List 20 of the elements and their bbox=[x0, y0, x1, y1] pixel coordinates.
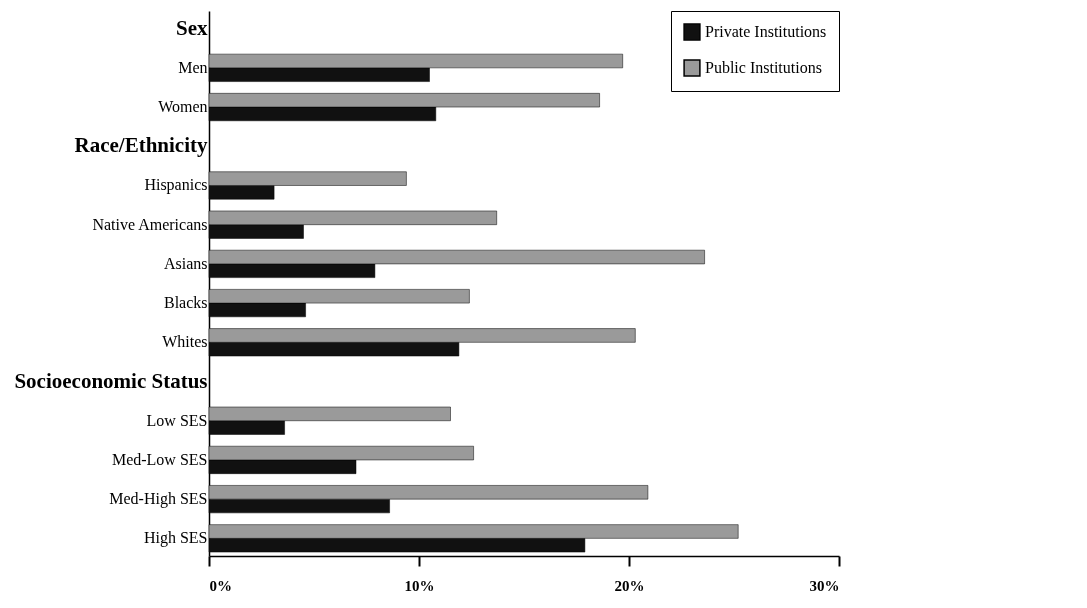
y-tick-label: Med-High SES bbox=[109, 490, 208, 509]
y-tick-label: Sex bbox=[176, 15, 208, 40]
y-tick-label: Asians bbox=[163, 254, 208, 272]
y-tick-label: Race/Ethnicity bbox=[74, 133, 208, 158]
y-tick-label: Women bbox=[158, 98, 208, 116]
y-tick-label: High SES bbox=[143, 529, 208, 548]
y-tick-label: Hispanics bbox=[144, 176, 208, 195]
y-tick-label: Men bbox=[178, 58, 208, 76]
y-tick-label: Whites bbox=[162, 333, 208, 351]
y-tick-label: Med-Low SES bbox=[111, 450, 208, 468]
y-tick-label: Socioeconomic Status bbox=[14, 368, 208, 393]
y-tick-label: Native Americans bbox=[92, 215, 208, 233]
y-tick-label: Low SES bbox=[146, 411, 208, 429]
x-tick-label: 30% bbox=[809, 577, 840, 594]
x-tick-label: 0% bbox=[209, 577, 232, 594]
legend-label: Public Institutions bbox=[705, 59, 822, 76]
legend-label: Private Institutions bbox=[705, 23, 827, 40]
y-tick-label: Blacks bbox=[163, 294, 208, 312]
x-tick-label: 20% bbox=[614, 577, 645, 594]
x-tick-label: 10% bbox=[404, 577, 435, 594]
